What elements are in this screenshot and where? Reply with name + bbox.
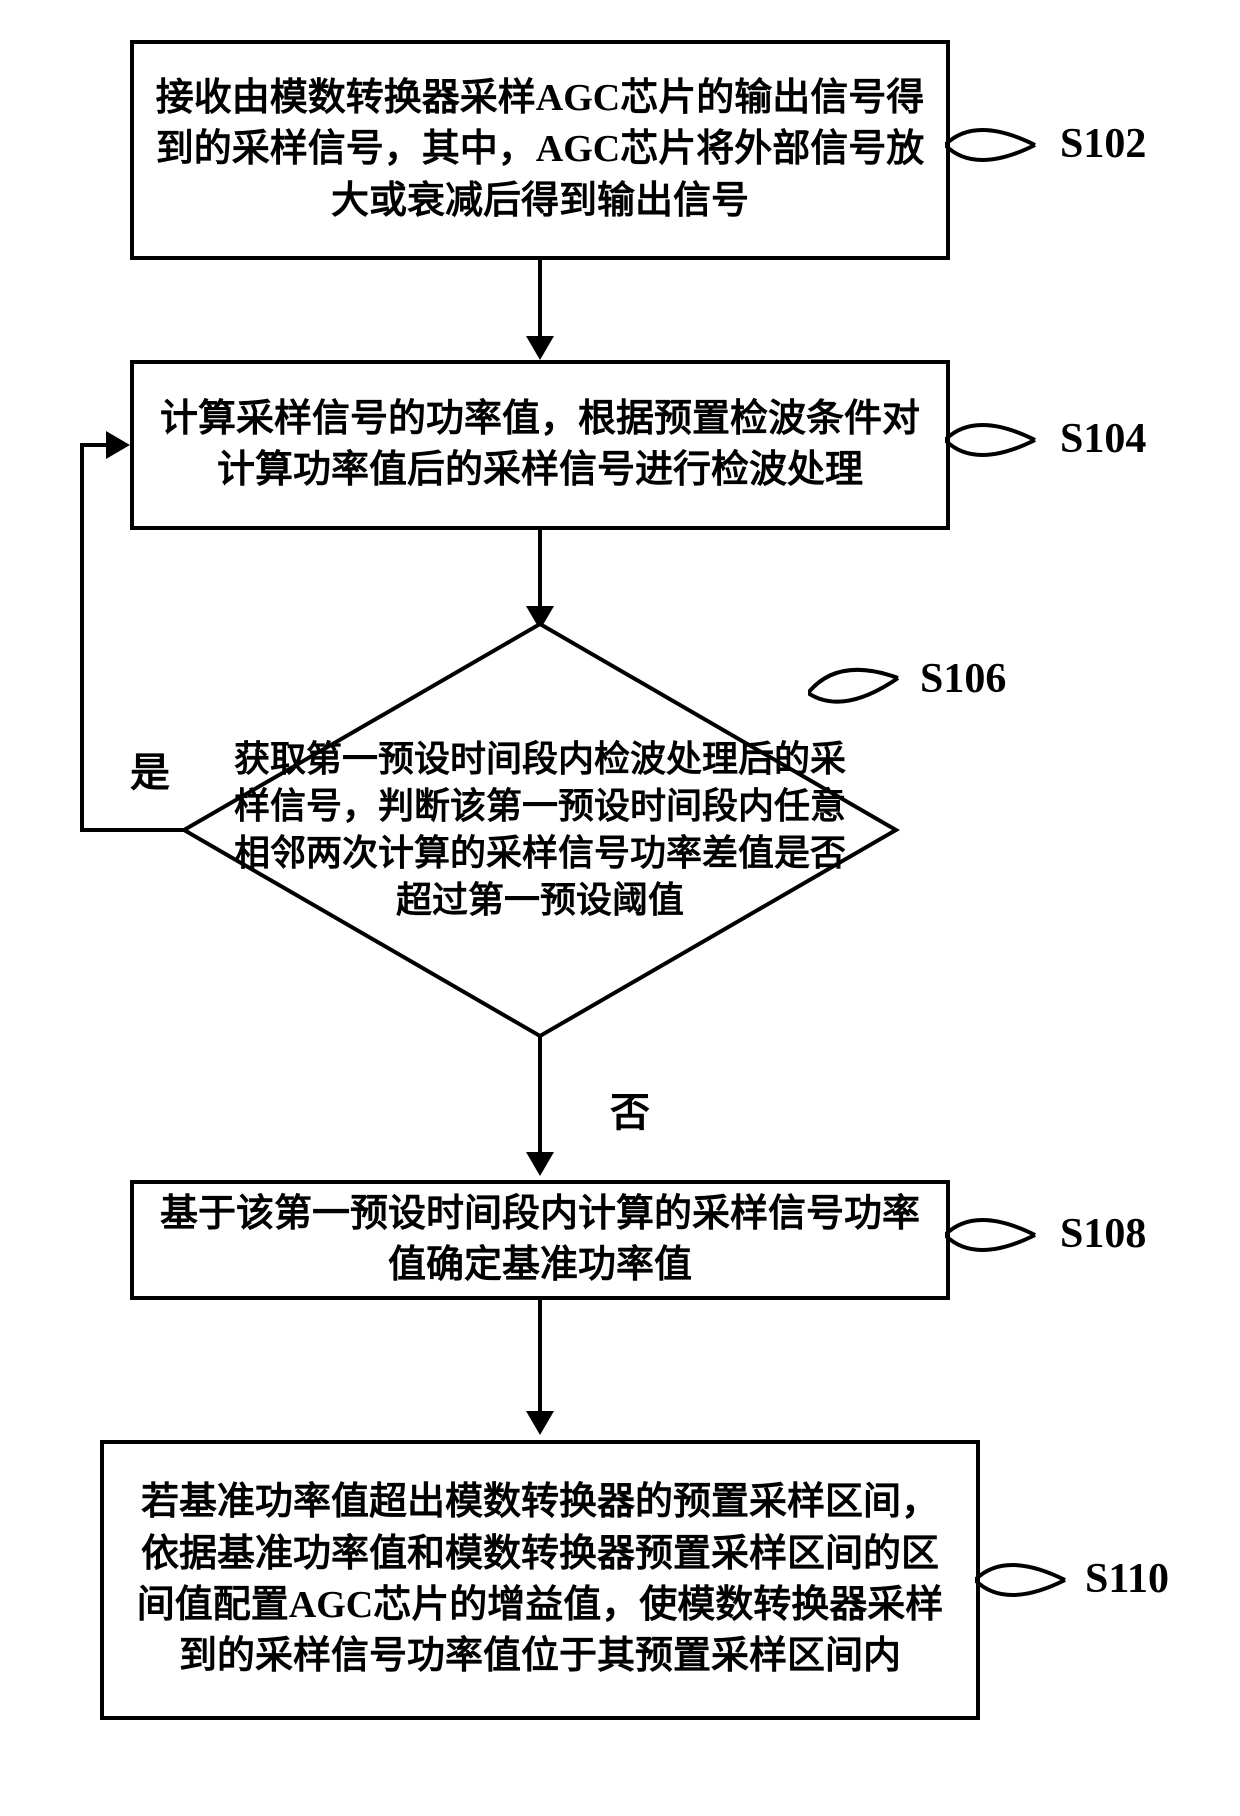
- step-label-s110: S110: [1085, 1555, 1169, 1603]
- step-label-s102: S102: [1060, 120, 1146, 168]
- edge-n4-n5: [538, 1300, 542, 1415]
- edge-n2-n3: [538, 530, 542, 610]
- edge-label-yes: 是: [130, 740, 170, 798]
- flow-step-s108: 基于该第一预设时间段内计算的采样信号功率值确定基准功率值: [130, 1180, 950, 1300]
- flow-step-s108-text: 基于该第一预设时间段内计算的采样信号功率值确定基准功率值: [154, 1189, 926, 1292]
- flow-step-s102: 接收由模数转换器采样AGC芯片的输出信号得到的采样信号，其中，AGC芯片将外部信…: [130, 40, 950, 260]
- edge-n3-n2-h: [80, 828, 186, 832]
- edge-n3-n2-head: [106, 431, 130, 459]
- edge-n1-n2-head: [526, 336, 554, 360]
- edge-n3-n4-head: [526, 1152, 554, 1176]
- flow-step-s104: 计算采样信号的功率值，根据预置检波条件对计算功率值后的采样信号进行检波处理: [130, 360, 950, 530]
- edge-n3-n2-v: [80, 443, 84, 832]
- step-label-s108: S108: [1060, 1210, 1146, 1258]
- callout-s108: [945, 1200, 1040, 1270]
- flow-decision-s106: 获取第一预设时间段内检波处理后的采样信号，判断该第一预设时间段内任意相邻两次计算…: [230, 650, 850, 1010]
- callout-s104: [945, 405, 1040, 475]
- callout-s106: [808, 648, 903, 718]
- callout-s110: [975, 1545, 1070, 1615]
- flow-step-s110-text: 若基准功率值超出模数转换器的预置采样区间，依据基准功率值和模数转换器预置采样区间…: [124, 1477, 956, 1682]
- callout-s102: [945, 110, 1040, 180]
- edge-label-no: 否: [610, 1080, 650, 1138]
- flow-step-s110: 若基准功率值超出模数转换器的预置采样区间，依据基准功率值和模数转换器预置采样区间…: [100, 1440, 980, 1720]
- flow-decision-s106-text: 获取第一预设时间段内检波处理后的采样信号，判断该第一预设时间段内任意相邻两次计算…: [230, 736, 850, 923]
- edge-n1-n2: [538, 260, 542, 340]
- edge-n3-n4: [538, 1036, 542, 1156]
- flow-step-s104-text: 计算采样信号的功率值，根据预置检波条件对计算功率值后的采样信号进行检波处理: [154, 394, 926, 497]
- step-label-s104: S104: [1060, 415, 1146, 463]
- step-label-s106: S106: [920, 655, 1006, 703]
- edge-n4-n5-head: [526, 1411, 554, 1435]
- flow-step-s102-text: 接收由模数转换器采样AGC芯片的输出信号得到的采样信号，其中，AGC芯片将外部信…: [154, 73, 926, 227]
